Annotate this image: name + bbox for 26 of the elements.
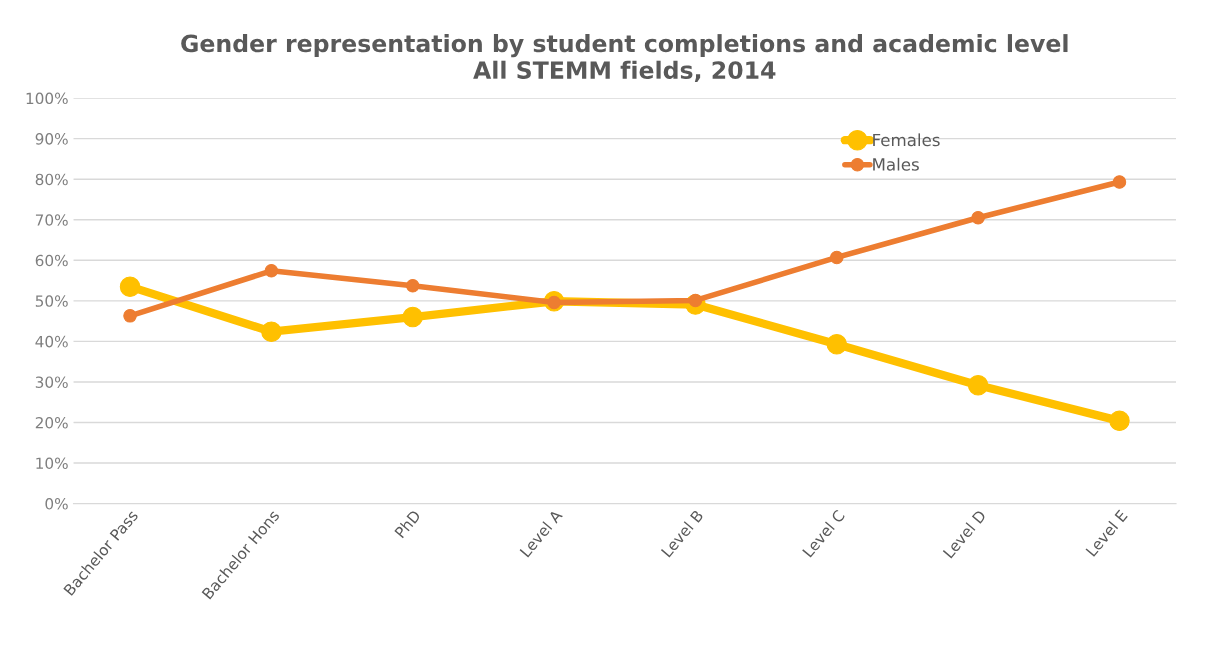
point xyxy=(261,321,282,342)
chart-title: Gender representation by student completions and academic level All STEMM fields, 2014 xyxy=(181,34,1068,83)
y-tick-label: 90% xyxy=(35,133,68,145)
y-tick-label: 70% xyxy=(35,214,68,226)
y-tick-label: 40% xyxy=(35,335,68,348)
legend-label: Males xyxy=(873,157,919,171)
point xyxy=(123,309,137,323)
point xyxy=(826,333,848,355)
point xyxy=(402,306,423,328)
point xyxy=(967,374,989,396)
point xyxy=(971,210,985,225)
point xyxy=(119,276,141,297)
point xyxy=(405,279,420,293)
legend-label: Females xyxy=(873,133,940,147)
point xyxy=(264,264,279,278)
point xyxy=(830,250,844,265)
point xyxy=(1109,410,1130,432)
y-tick-label: 60% xyxy=(35,254,68,267)
y-tick-label: 80% xyxy=(35,173,68,186)
y-tick-label: 10% xyxy=(36,457,68,470)
y-tick-label: 50% xyxy=(35,295,68,307)
y-tick-label: 100% xyxy=(26,92,68,105)
point xyxy=(1112,175,1127,189)
y-tick-label: 0% xyxy=(45,498,68,510)
y-tick-label: 30% xyxy=(35,376,68,388)
y-tick-label: 20% xyxy=(35,416,68,429)
